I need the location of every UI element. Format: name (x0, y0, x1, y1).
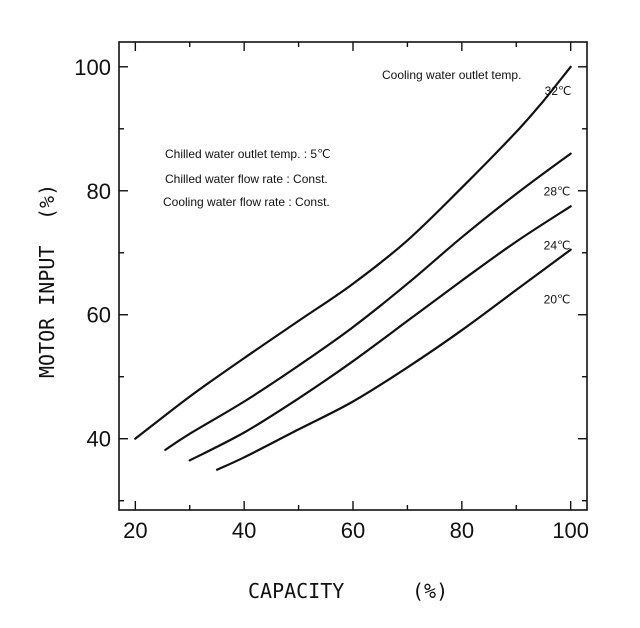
x-tick-label: 20 (123, 518, 147, 543)
legend-title: Cooling water outlet temp. (382, 68, 521, 82)
series-line-32c (134, 65, 572, 440)
major-ticks (119, 42, 587, 510)
y-tick-labels: 40 60 80 100 (74, 55, 111, 452)
y-tick-label: 60 (87, 303, 111, 328)
x-tick-label: 100 (552, 518, 589, 543)
series-line-24c (188, 205, 572, 462)
y-tick-label: 100 (74, 55, 111, 80)
series-label-20c: 20℃ (544, 293, 571, 307)
series-group (134, 65, 572, 471)
x-tick-labels: 20 40 60 80 100 (123, 518, 589, 543)
y-tick-label: 40 (87, 427, 111, 452)
x-tick-label: 40 (232, 518, 256, 543)
series-labels: 32℃ 28℃ 24℃ 20℃ (544, 84, 572, 307)
x-tick-label: 80 (450, 518, 474, 543)
series-label-24c: 24℃ (544, 238, 571, 252)
series-line-28c (164, 152, 572, 451)
minor-ticks (119, 42, 587, 510)
x-tick-label: 60 (341, 518, 365, 543)
note-chilled-outlet-temp: Chilled water outlet temp. : 5℃ (165, 147, 331, 161)
plot-frame (118, 41, 588, 511)
note-cooling-flow-rate: Cooling water flow rate : Const. (163, 195, 330, 209)
x-axis-unit: (%) (412, 579, 448, 603)
series-label-32c: 32℃ (545, 84, 572, 98)
y-axis-unit: (%) (35, 184, 59, 220)
series-line-20c (215, 248, 572, 471)
note-chilled-flow-rate: Chilled water flow rate : Const. (165, 172, 328, 186)
y-axis-title: MOTOR INPUT (35, 246, 59, 378)
series-label-28c: 28℃ (544, 185, 571, 199)
x-axis-title: CAPACITY (248, 579, 344, 603)
y-axis-title-group: MOTOR INPUT (%) (35, 184, 59, 378)
y-tick-label: 80 (87, 179, 111, 204)
